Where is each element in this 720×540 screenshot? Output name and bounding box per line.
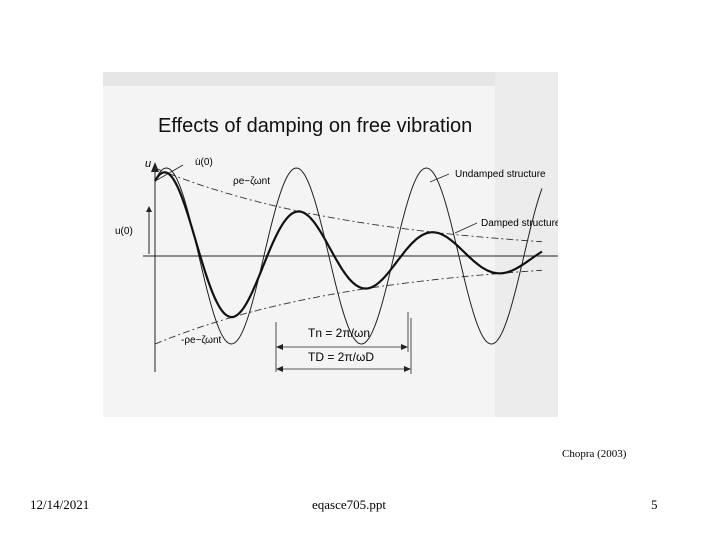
envelope-upper-label: ρe−ζωnt: [233, 176, 270, 187]
envelope-upper-curve: [154, 167, 543, 243]
period-natural-label: Tn = 2π/ωn: [308, 326, 370, 340]
footer-date: 12/14/2021: [30, 497, 90, 512]
u0-label: u(0): [115, 226, 133, 237]
scan-background: [103, 72, 558, 417]
damped-curve: [154, 171, 543, 319]
footer-filename: eqasce705.ppt: [312, 497, 387, 512]
damping-figure: Effects of damping on free vibration u t…: [103, 72, 558, 417]
period-damped-label: TD = 2π/ωD: [308, 350, 374, 364]
u-dot-label: u̇(0): [195, 157, 213, 168]
footer-page-number: 5: [651, 497, 658, 512]
u-axis-label: u: [145, 158, 151, 170]
undamped-leader: [429, 173, 450, 183]
period-damped-arrow-right: [404, 366, 411, 372]
velocity-tangent: [156, 164, 184, 181]
envelope-lower-label: -ρe−ζωnt: [181, 335, 222, 346]
envelope-lower-curve: [154, 269, 543, 345]
u0-arrow-head: [146, 206, 152, 212]
period-damped-arrow-left: [276, 366, 283, 372]
undamped-label: Undamped structure: [455, 169, 546, 180]
u-axis-arrow: [151, 162, 159, 172]
figure-credit: Chopra (2003): [562, 448, 627, 460]
damped-label: Damped structure: [481, 218, 558, 229]
period-natural-arrow-left: [276, 344, 283, 350]
figure-title: Effects of damping on free vibration: [158, 115, 472, 137]
damped-leader: [454, 222, 478, 234]
undamped-curve: [154, 167, 543, 345]
scan-top-band: [103, 72, 558, 86]
period-natural-arrow-right: [401, 344, 408, 350]
